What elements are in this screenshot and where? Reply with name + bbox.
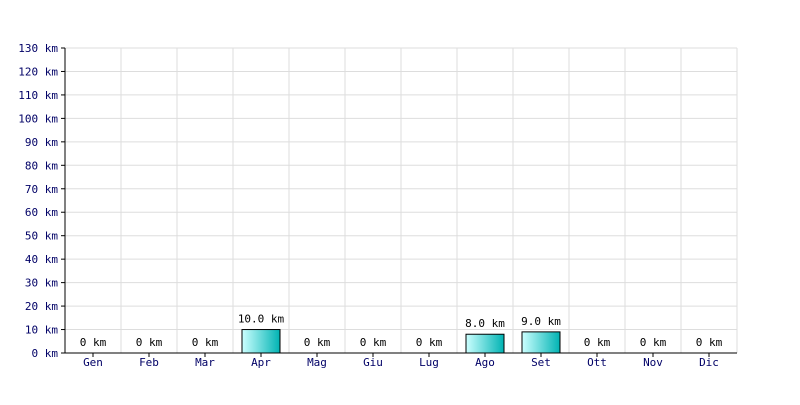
data-label-ago: 8.0 km [465, 317, 505, 330]
data-label-dic: 0 km [696, 336, 723, 349]
data-label-mar: 0 km [192, 336, 219, 349]
label-layer: 0 km 10 km 20 km 30 km 40 km 50 km 60 km 70 km 8… [18, 42, 722, 369]
y-tick-label: 20 km [25, 300, 58, 313]
y-tick-label: 80 km [25, 159, 58, 172]
y-tick-label: 110 km [18, 89, 58, 102]
bar-set [521, 331, 561, 354]
y-tick-label: 10 km [25, 324, 58, 337]
data-label-feb: 0 km [136, 336, 163, 349]
y-tick-label: 60 km [25, 206, 58, 219]
y-tick-label: 40 km [25, 253, 58, 266]
y-tick-label: 130 km [18, 42, 58, 55]
y-tick-label: 50 km [25, 230, 58, 243]
x-tick-label-lug: Lug [419, 356, 439, 369]
x-tick-label-apr: Apr [251, 356, 271, 369]
y-tick-label: 120 km [18, 65, 58, 78]
axis-layer [61, 47, 737, 357]
data-label-nov: 0 km [640, 336, 667, 349]
y-tick-label: 0 km [32, 347, 59, 360]
bar-layer [241, 329, 561, 354]
data-label-lug: 0 km [416, 336, 443, 349]
x-tick-label-giu: Giu [363, 356, 383, 369]
x-tick-label-mar: Mar [195, 356, 215, 369]
y-tick-label: 100 km [18, 112, 58, 125]
y-tick-label: 70 km [25, 183, 58, 196]
x-tick-label-set: Set [531, 356, 551, 369]
bar-apr [241, 329, 281, 354]
data-label-set: 9.0 km [521, 315, 561, 328]
x-tick-label-ott: Ott [587, 356, 607, 369]
x-tick-label-feb: Feb [139, 356, 159, 369]
data-label-apr: 10.0 km [238, 313, 285, 326]
data-label-gen: 0 km [80, 336, 107, 349]
x-tick-label-gen: Gen [83, 356, 103, 369]
x-tick-label-mag: Mag [307, 356, 327, 369]
x-tick-label-dic: Dic [699, 356, 719, 369]
data-label-mag: 0 km [304, 336, 331, 349]
y-tick-label: 30 km [25, 277, 58, 290]
grid-layer [65, 47, 738, 353]
data-label-giu: 0 km [360, 336, 387, 349]
x-tick-label-nov: Nov [643, 356, 663, 369]
x-tick-label-ago: Ago [475, 356, 495, 369]
data-label-ott: 0 km [584, 336, 611, 349]
bar-ago [465, 333, 505, 354]
y-tick-label: 90 km [25, 136, 58, 149]
